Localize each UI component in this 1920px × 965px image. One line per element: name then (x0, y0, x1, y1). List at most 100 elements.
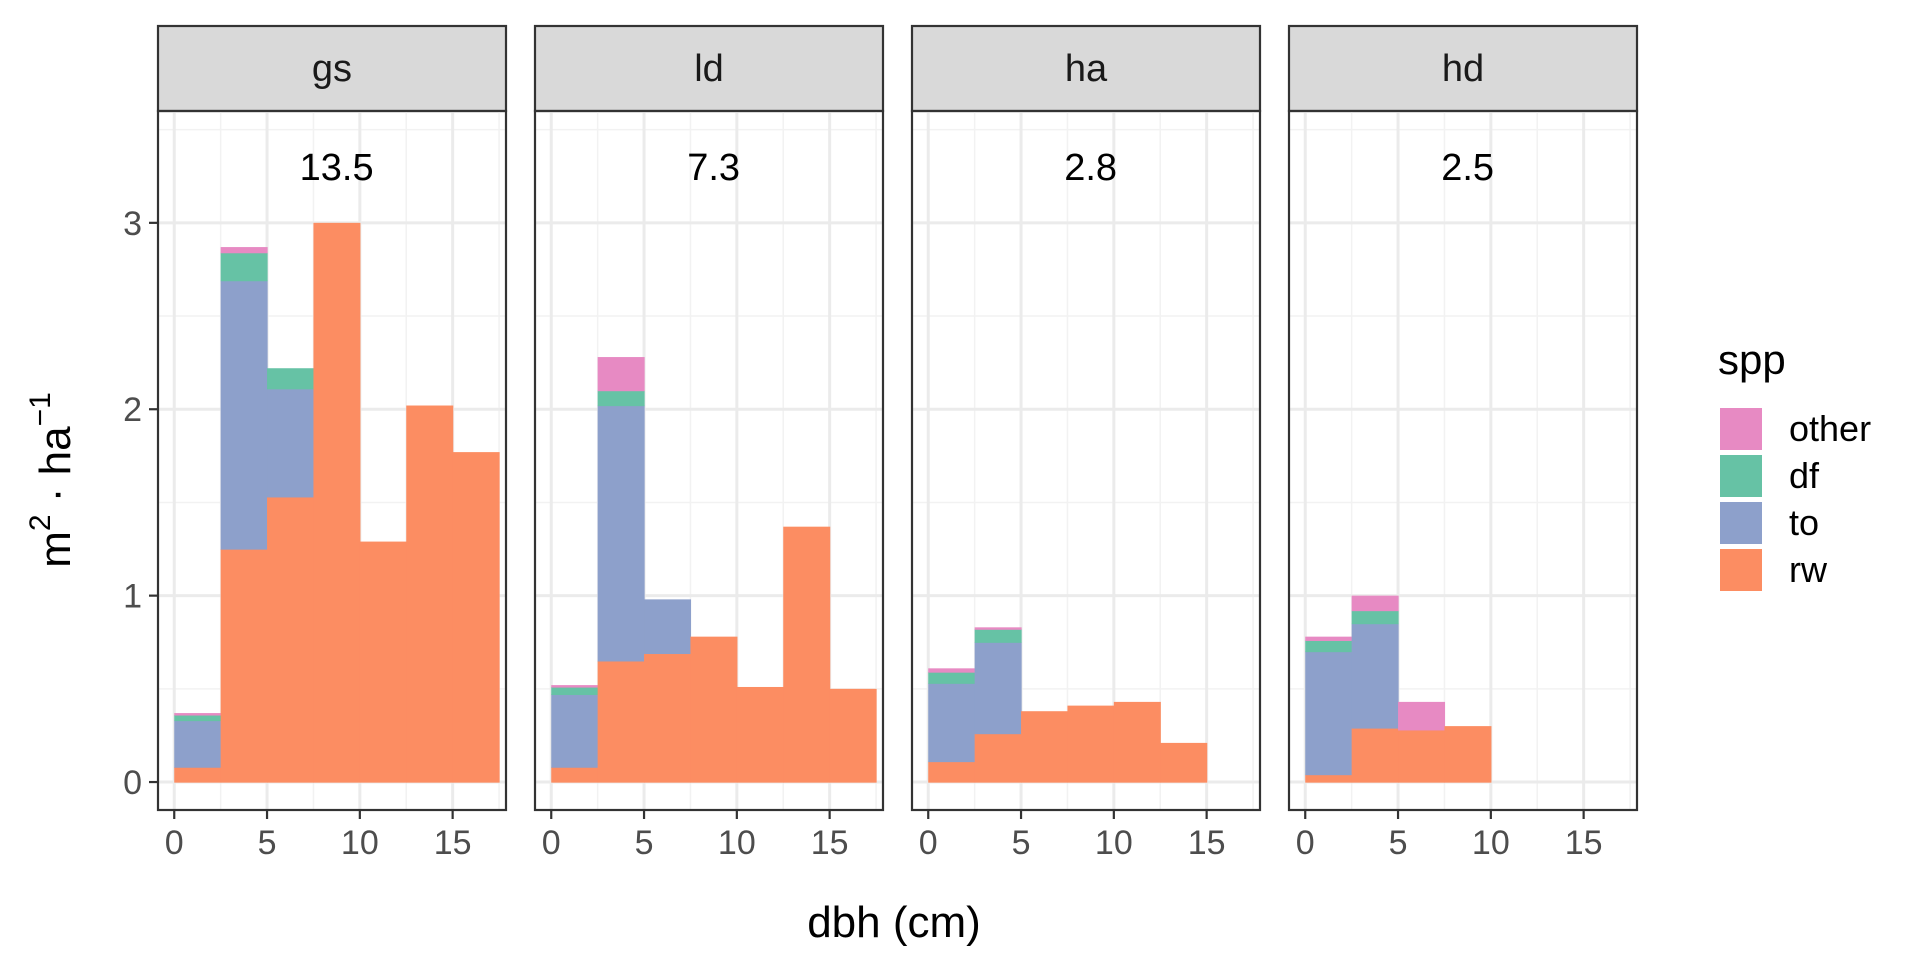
bar-ha-rw-bin1 (974, 733, 1022, 783)
bar-ld-rw-bin3 (690, 636, 738, 783)
bar-ld-rw-bin0 (551, 767, 599, 783)
y-axis-title-sup2: −1 (24, 392, 57, 426)
legend-label-df: df (1789, 455, 1820, 496)
bar-ha-rw-bin5 (1160, 742, 1208, 783)
panel-border-hd (1287, 109, 1639, 812)
bar-ld-rw-bin5 (783, 526, 831, 783)
x-tick-label: 5 (1012, 824, 1031, 862)
bar-hd-to-bin0 (1305, 651, 1353, 776)
bar-ld-rw-bin1 (597, 660, 645, 783)
panel-total-label-ha: 2.8 (1064, 147, 1117, 189)
legend-items: other df to rw (1720, 408, 1871, 591)
bar-ld-other-bin0 (551, 685, 599, 688)
bar-ha-df-bin0 (928, 672, 976, 684)
x-axis-title: dbh (cm) (807, 898, 981, 947)
bar-hd-rw-bin0 (1305, 774, 1353, 783)
bar-gs-rw-bin1 (220, 549, 268, 783)
bar-gs-other-bin1 (220, 247, 268, 254)
x-tick-label: 5 (1389, 824, 1408, 862)
y-tick-label: 3 (123, 205, 142, 243)
x-tick-label: 15 (434, 824, 472, 862)
bar-gs-rw-bin0 (174, 767, 222, 783)
bar-gs-df-bin0 (174, 714, 222, 722)
bar-gs-to-bin1 (220, 280, 268, 550)
bar-ha-other-bin0 (928, 668, 976, 673)
y-tick-label: 1 (123, 578, 142, 616)
bar-hd-to-bin1 (1351, 623, 1399, 729)
facet-strip-gs (156, 24, 508, 113)
x-tick-label: 0 (542, 824, 561, 862)
facet-strip-label-ld: ld (694, 48, 724, 90)
legend-swatch-df (1720, 455, 1762, 497)
bar-ld-other-bin1 (597, 357, 645, 392)
legend-label-other: other (1789, 408, 1871, 449)
facet-panel-hd: hd 2.5 0 5 10 15 (1287, 24, 1639, 862)
legend-title: spp (1718, 336, 1786, 383)
bar-hd-other-bin0 (1305, 636, 1353, 641)
bar-hd-df-bin0 (1305, 640, 1353, 653)
x-tick-label: 0 (919, 824, 938, 862)
bar-gs-rw-bin5 (406, 405, 454, 783)
bar-ld-to-bin2 (644, 599, 692, 655)
x-tick-label: 10 (1472, 824, 1510, 862)
facet-strip-ha (910, 24, 1262, 113)
panel-border-ha (910, 109, 1262, 812)
facet-strip-ld (533, 24, 885, 113)
bar-ha-rw-bin2 (1021, 711, 1069, 783)
y-axis-title: m2 · ha−1 (24, 392, 80, 568)
bar-ha-rw-bin4 (1113, 701, 1161, 783)
bar-hd-other-bin2 (1398, 701, 1446, 731)
x-tick-label: 15 (1188, 824, 1226, 862)
bar-ha-df-bin1 (974, 629, 1022, 643)
bar-hd-other-bin1 (1351, 595, 1399, 612)
facet-panel-gs: gs 13.5 0 5 10 15 0 1 2 3 (123, 24, 508, 862)
y-axis-title-sup1: 2 (24, 514, 57, 531)
bar-gs-rw-bin3 (313, 222, 361, 783)
bar-ha-to-bin1 (974, 642, 1022, 735)
bar-hd-rw-bin3 (1444, 726, 1492, 783)
bar-gs-rw-bin6 (452, 452, 500, 783)
legend-swatch-other (1720, 408, 1762, 450)
bar-ha-other-bin1 (974, 627, 1022, 630)
y-axis-title-base: m (31, 531, 80, 568)
panel-total-label-gs: 13.5 (300, 147, 374, 189)
bar-hd-rw-bin2 (1398, 729, 1446, 783)
bar-gs-df-bin1 (220, 252, 268, 282)
bar-ha-rw-bin0 (928, 761, 976, 783)
x-tick-label: 15 (1565, 824, 1603, 862)
bar-gs-df-bin2 (267, 368, 315, 390)
bar-gs-to-bin2 (267, 388, 315, 498)
bar-hd-rw-bin1 (1351, 727, 1399, 783)
legend-label-rw: rw (1789, 549, 1828, 590)
bar-gs-rw-bin4 (359, 541, 407, 783)
panel-border-ld (533, 109, 885, 812)
x-tick-label: 0 (1296, 824, 1315, 862)
legend-swatch-rw (1720, 549, 1762, 591)
facet-panel-ld: ld 7.3 0 5 10 15 (533, 24, 885, 862)
bar-ld-df-bin1 (597, 390, 645, 407)
bar-ld-rw-bin4 (736, 686, 784, 783)
legend-label-to: to (1789, 502, 1819, 543)
panel-border-gs (156, 109, 508, 812)
bar-gs-rw-bin2 (267, 496, 315, 783)
x-tick-label: 10 (341, 824, 379, 862)
facet-strip-label-ha: ha (1065, 48, 1108, 90)
bar-ld-to-bin0 (551, 694, 599, 768)
bar-ld-to-bin1 (597, 405, 645, 662)
y-tick-label: 0 (123, 764, 142, 802)
facet-strip-label-gs: gs (312, 48, 352, 90)
bar-ha-rw-bin3 (1067, 705, 1115, 783)
bar-hd-df-bin1 (1351, 610, 1399, 625)
bar-ld-rw-bin6 (829, 688, 877, 783)
panel-total-label-ld: 7.3 (687, 147, 740, 189)
bar-ld-rw-bin2 (644, 653, 692, 783)
bar-gs-to-bin0 (174, 720, 222, 768)
x-tick-label: 0 (165, 824, 184, 862)
panel-total-label-hd: 2.5 (1441, 147, 1494, 189)
facet-panel-ha: ha 2.8 0 5 10 15 (910, 24, 1262, 862)
bar-ld-df-bin0 (551, 686, 599, 696)
y-axis-title-mid: · ha (31, 426, 80, 515)
legend: spp other df to rw (1718, 336, 1871, 591)
